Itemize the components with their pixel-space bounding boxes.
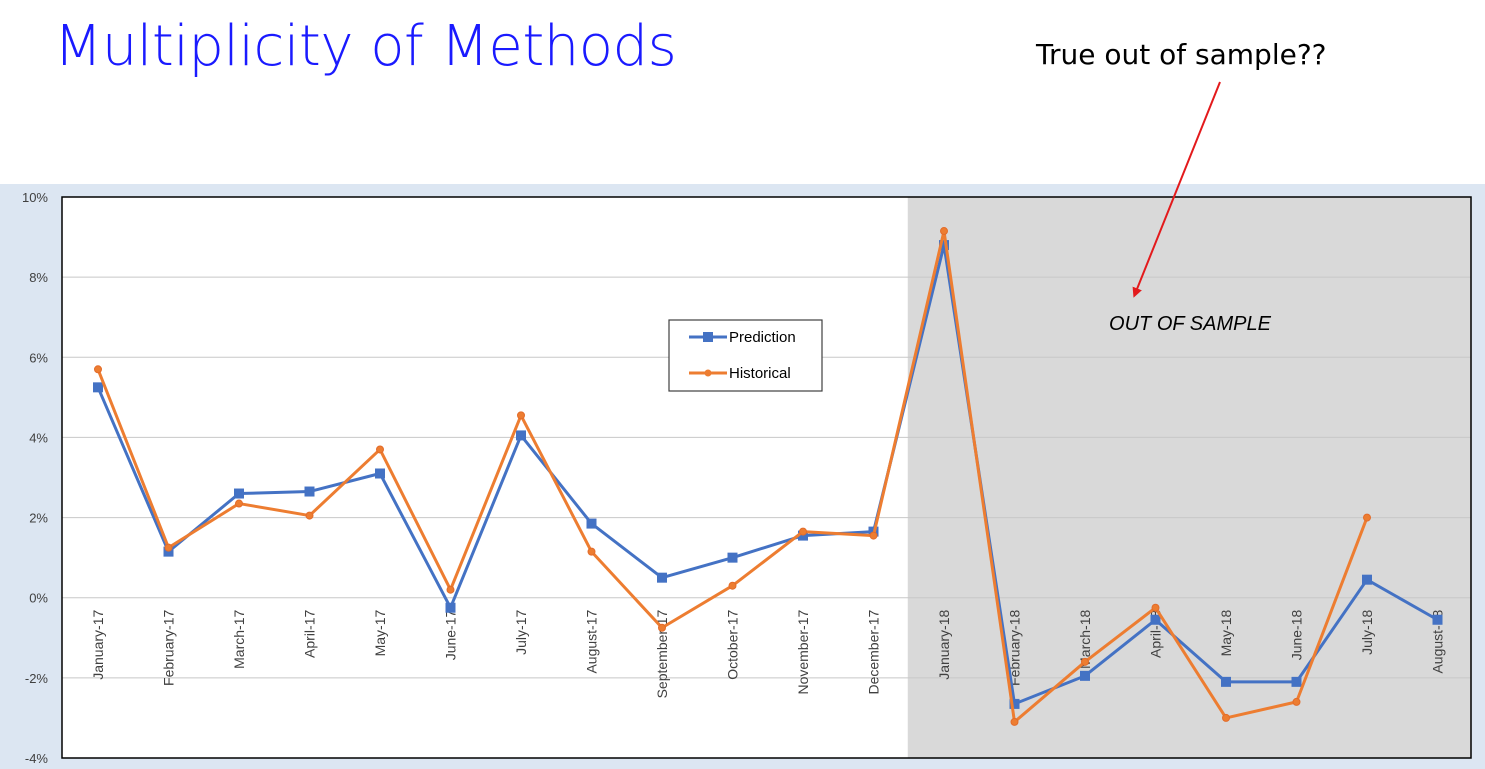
callout-arrow-line xyxy=(1132,81,1221,298)
data-point-prediction xyxy=(93,382,103,393)
x-tick-label: March-17 xyxy=(231,610,247,669)
x-tick-label: July-18 xyxy=(1359,610,1375,655)
data-point-historical xyxy=(376,445,384,454)
data-point-historical xyxy=(164,543,173,552)
data-point-prediction xyxy=(445,602,456,613)
data-point-prediction xyxy=(586,518,597,529)
x-tick-label: September-17 xyxy=(654,610,670,699)
x-tick-label: April-17 xyxy=(302,610,318,658)
x-tick-label: January-18 xyxy=(936,610,952,680)
out-of-sample-label: OUT OF SAMPLE xyxy=(1109,313,1272,335)
data-point-historical xyxy=(728,581,737,590)
legend-label: Prediction xyxy=(729,329,796,346)
y-tick-label: 6% xyxy=(29,350,48,365)
data-point-historical xyxy=(1363,513,1371,522)
data-point-historical xyxy=(446,585,455,594)
x-tick-label: February-17 xyxy=(161,610,177,686)
x-tick-label: February-18 xyxy=(1007,610,1023,686)
data-point-historical xyxy=(235,499,243,508)
slide-title: Multiplicity of Methods xyxy=(54,14,677,79)
series-line-prediction xyxy=(96,243,1439,706)
data-point-prediction xyxy=(798,530,808,541)
y-tick-label: 0% xyxy=(29,591,48,606)
data-point-historical xyxy=(869,531,878,540)
x-tick-label: December-17 xyxy=(866,610,882,695)
data-point-historical xyxy=(658,623,666,632)
x-tick-label: June-18 xyxy=(1289,610,1305,661)
data-point-prediction xyxy=(516,430,526,441)
y-tick-label: -2% xyxy=(25,671,49,686)
data-point-historical xyxy=(587,547,596,556)
x-tick-label: March-18 xyxy=(1077,610,1093,669)
plot-border xyxy=(61,196,1472,759)
y-tick-label: -4% xyxy=(25,751,49,766)
data-point-prediction xyxy=(727,552,738,563)
data-point-historical xyxy=(1151,603,1160,612)
chart-frame: -4% -2% 0% 2% 4% 6% 8% 10% OUT OF SAMPLE January-… xyxy=(0,184,1485,769)
legend-box xyxy=(668,319,823,392)
data-point-prediction xyxy=(939,240,949,251)
x-tick-label: May-18 xyxy=(1218,610,1234,657)
data-point-prediction xyxy=(375,468,385,479)
data-point-historical xyxy=(1292,697,1301,706)
data-point-historical xyxy=(305,511,314,520)
callout-arrow xyxy=(1132,81,1221,298)
y-tick-label: 2% xyxy=(29,511,48,526)
data-point-historical xyxy=(1222,713,1230,722)
data-point-historical xyxy=(517,411,525,420)
data-point-prediction xyxy=(163,546,174,557)
x-tick-label: August-18 xyxy=(1430,610,1446,674)
data-point-prediction xyxy=(1080,670,1090,681)
y-tick-label: 8% xyxy=(29,270,48,285)
y-tick-label: 4% xyxy=(29,430,48,445)
data-point-prediction xyxy=(1221,676,1231,687)
data-point-prediction xyxy=(304,486,315,497)
data-point-historical xyxy=(1010,717,1019,726)
x-tick-label: June-17 xyxy=(443,610,459,661)
x-tick-label: August-17 xyxy=(584,610,600,674)
data-point-prediction xyxy=(657,572,667,583)
x-tick-label: January-17 xyxy=(90,610,106,680)
data-point-prediction xyxy=(1432,614,1443,625)
x-tick-label: October-17 xyxy=(725,610,741,680)
x-tick-label: July-17 xyxy=(513,610,529,655)
data-point-historical xyxy=(1081,657,1089,666)
data-point-historical xyxy=(940,227,948,236)
out-of-sample-region xyxy=(907,197,1471,758)
line-chart: -4% -2% 0% 2% 4% 6% 8% 10% OUT OF SAMPLE January-… xyxy=(22,190,1472,766)
callout-text: True out of sample?? xyxy=(1036,38,1327,71)
legend-marker xyxy=(703,332,713,342)
data-point-historical xyxy=(799,527,807,536)
data-point-prediction xyxy=(1291,676,1302,687)
y-tick-label: 10% xyxy=(22,190,48,205)
data-point-prediction xyxy=(1009,698,1020,709)
legend-marker xyxy=(704,369,712,377)
data-point-prediction xyxy=(1362,574,1372,585)
data-point-historical xyxy=(94,365,102,374)
legend-label: Historical xyxy=(729,365,791,382)
x-tick-label: November-17 xyxy=(795,610,811,695)
data-point-prediction xyxy=(1150,614,1161,625)
x-tick-label: May-17 xyxy=(372,610,388,657)
data-point-prediction xyxy=(234,488,244,499)
